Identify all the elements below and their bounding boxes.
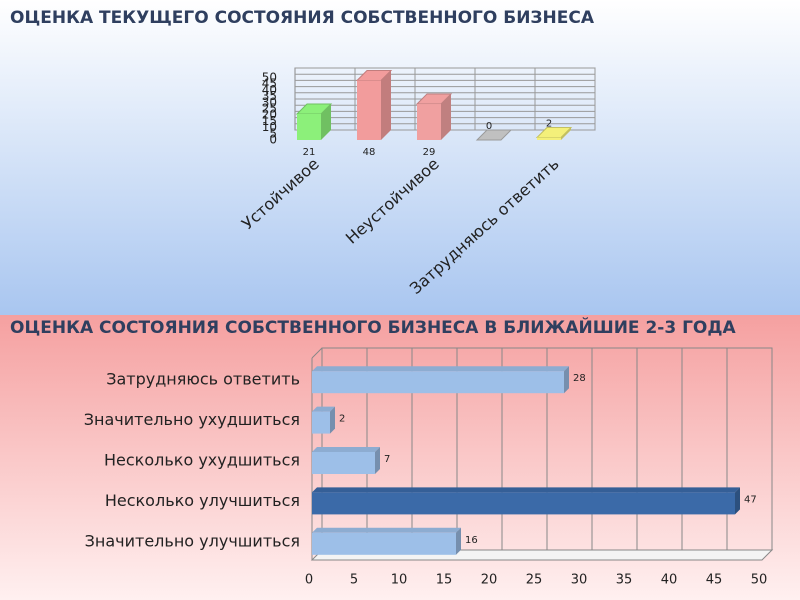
value-label: 0 [486, 121, 492, 132]
x-tick-label: 30 [571, 573, 588, 588]
y-tick-label: 35 [262, 89, 277, 103]
y-tick-label: Несколько ухудшиться [104, 451, 300, 470]
y-tick-label: 50 [262, 71, 277, 85]
y-tick-label: 15 [262, 114, 277, 128]
bar-top [312, 366, 569, 372]
x-tick-label: 5 [350, 573, 358, 588]
x-tick-label: 10 [391, 573, 408, 588]
bar-top [312, 406, 335, 412]
bar-side [564, 366, 569, 394]
bar [312, 532, 456, 555]
y-tick-label: 0 [269, 133, 277, 147]
chart-title: ОЦЕНКА ТЕКУЩЕГО СОСТОЯНИЯ СОБСТВЕННОГО Б… [10, 8, 595, 28]
bar [357, 80, 381, 140]
bar-side [381, 70, 391, 140]
x-tick-label: 40 [661, 573, 678, 588]
value-label: 2 [546, 119, 552, 130]
value-label: 29 [423, 147, 436, 158]
y-tick-label: 45 [262, 77, 277, 91]
y-tick-label: Затрудняюсь ответить [106, 370, 300, 389]
y-tick-label: Несколько улучшиться [105, 491, 300, 510]
bar-top [312, 447, 380, 452]
y-tick-label: Значительно ухудшиться [84, 410, 300, 429]
bar [417, 104, 441, 140]
bar-side [375, 447, 380, 474]
value-label: 21 [303, 147, 316, 158]
y-tick-label: 10 [262, 120, 277, 134]
bar-top [312, 487, 740, 493]
value-label: 28 [573, 373, 586, 384]
x-tick-label: 50 [751, 573, 768, 588]
x-tick-label: 35 [616, 573, 633, 588]
bar [312, 411, 330, 434]
y-tick-label: 40 [262, 83, 277, 97]
y-tick-label: 25 [262, 102, 277, 116]
bar [297, 113, 321, 140]
y-tick-label: Значительно улучшиться [85, 531, 300, 550]
bar [537, 137, 561, 140]
value-label: 7 [384, 454, 390, 465]
value-label: 48 [363, 147, 376, 158]
bar-side [561, 127, 571, 140]
bar [312, 452, 375, 474]
x-tick-label: 0 [305, 573, 313, 588]
chart-title: ОЦЕНКА СОСТОЯНИЯ СОБСТВЕННОГО БИЗНЕСА В … [10, 316, 737, 338]
bar [312, 371, 564, 394]
bar-side [321, 103, 331, 140]
x-tick-label: 25 [526, 573, 543, 588]
bar-side [456, 527, 461, 555]
x-tick-label: 45 [706, 573, 723, 588]
bar-side [330, 406, 335, 434]
axis [311, 347, 323, 359]
value-label: 2 [339, 414, 345, 425]
y-tick-label: 20 [262, 108, 277, 122]
bar-top [312, 527, 461, 533]
x-tick-label: 20 [481, 573, 498, 588]
value-label: 16 [465, 535, 478, 546]
bar-side [441, 94, 451, 140]
bar-side [735, 487, 740, 515]
y-tick-label: 30 [262, 95, 277, 109]
y-tick-label: 5 [269, 126, 277, 140]
value-label: 47 [744, 494, 757, 505]
bar [312, 492, 735, 515]
x-tick-label: 15 [436, 573, 453, 588]
top-panel [0, 0, 800, 315]
